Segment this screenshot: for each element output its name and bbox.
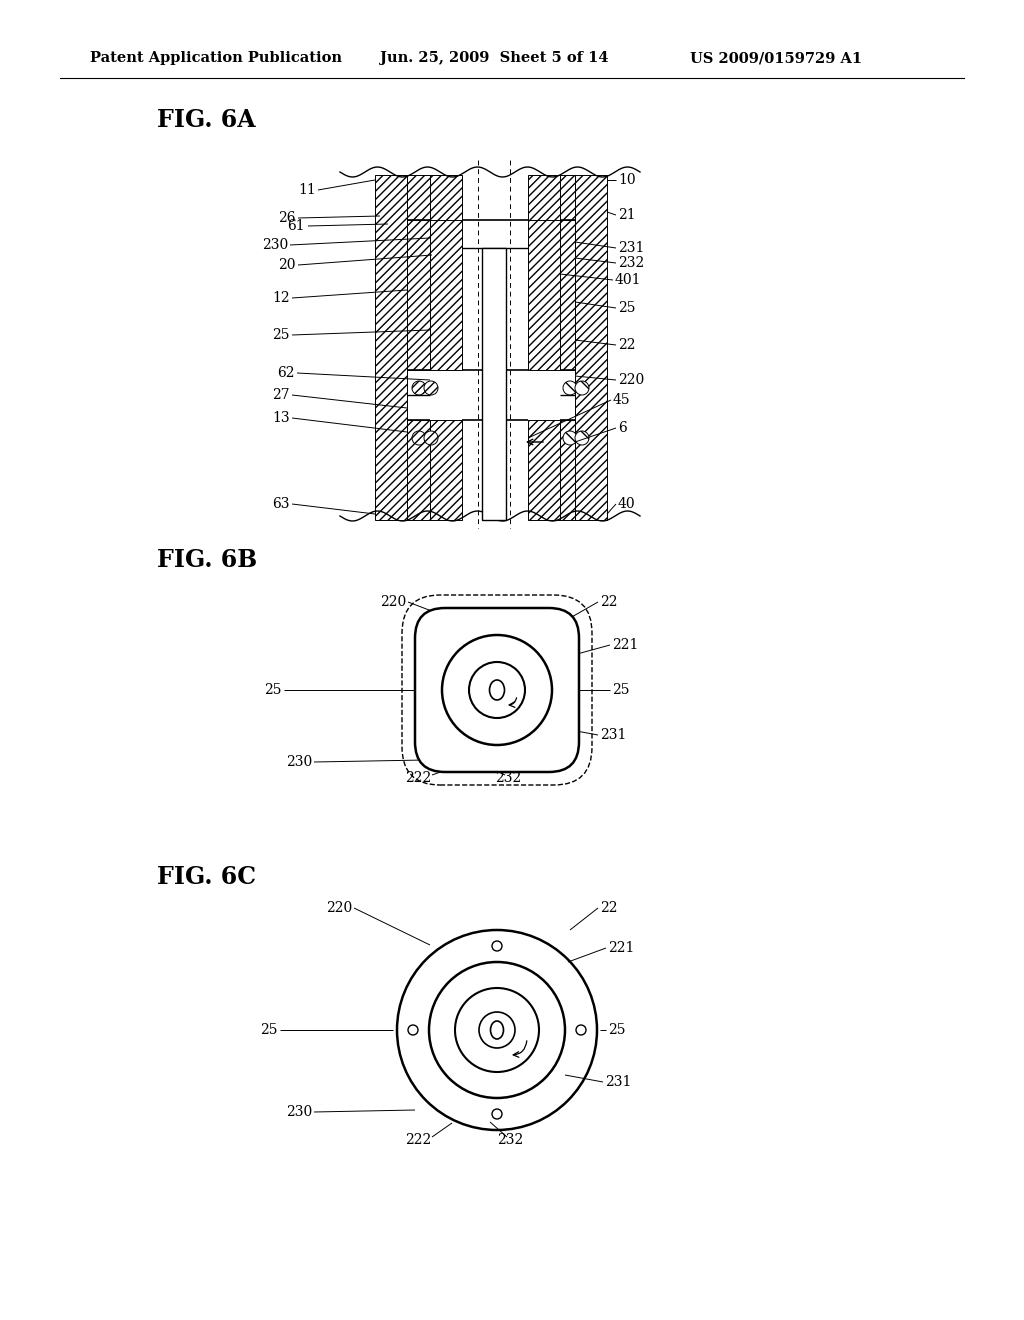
Text: 231: 231 [605,1074,632,1089]
Bar [560,220,575,370]
Bar [528,220,560,370]
Bar [430,220,462,370]
Text: Jun. 25, 2009  Sheet 5 of 14: Jun. 25, 2009 Sheet 5 of 14 [380,51,608,65]
Circle shape [424,432,438,445]
Bar [430,176,462,220]
Text: 12: 12 [272,290,290,305]
Bar [560,176,575,220]
Bar [430,420,462,520]
Text: 27: 27 [272,388,290,403]
Bar [528,420,560,520]
Circle shape [408,1026,418,1035]
Bar [407,176,430,220]
Text: 26: 26 [279,211,296,224]
Text: US 2009/0159729 A1: US 2009/0159729 A1 [690,51,862,65]
Circle shape [492,1109,502,1119]
Bar [407,220,430,370]
Text: 25: 25 [612,682,630,697]
Text: 61: 61 [288,219,305,234]
Text: 20: 20 [279,257,296,272]
Text: 6: 6 [618,421,627,436]
Text: 232: 232 [618,256,644,271]
Bar [375,176,407,520]
Text: 22: 22 [600,595,617,609]
Text: FIG. 6B: FIG. 6B [157,548,257,572]
Circle shape [575,1026,586,1035]
Circle shape [412,381,426,395]
Text: FIG. 6A: FIG. 6A [157,108,256,132]
Text: 231: 231 [600,729,627,742]
Text: 21: 21 [618,209,636,222]
Text: 22: 22 [600,902,617,915]
Bar [482,248,506,520]
Text: 232: 232 [495,771,521,785]
Text: 230: 230 [262,238,288,252]
Circle shape [489,437,499,447]
Circle shape [412,432,426,445]
Text: 22: 22 [618,338,636,352]
Bar [528,176,560,220]
Text: 25: 25 [260,1023,278,1038]
FancyBboxPatch shape [415,609,579,772]
Bar [407,420,430,520]
Text: 11: 11 [298,183,316,197]
Text: 40: 40 [618,498,636,511]
Text: 221: 221 [612,638,638,652]
Text: 222: 222 [404,771,431,785]
Text: 232: 232 [497,1133,523,1147]
Text: 25: 25 [272,327,290,342]
Text: 45: 45 [613,393,631,407]
Text: 62: 62 [278,366,295,380]
Text: FIG. 6C: FIG. 6C [157,865,256,888]
Circle shape [492,941,502,950]
Text: 401: 401 [615,273,641,286]
Text: 220: 220 [618,374,644,387]
Text: 25: 25 [608,1023,626,1038]
Circle shape [563,381,577,395]
Text: 13: 13 [272,411,290,425]
Text: 63: 63 [272,498,290,511]
Circle shape [424,381,438,395]
Text: 10: 10 [618,173,636,187]
Bar [560,420,575,520]
Text: 220: 220 [326,902,352,915]
Text: 25: 25 [264,682,282,697]
Circle shape [563,432,577,445]
Circle shape [575,381,589,395]
Text: 25: 25 [618,301,636,315]
Circle shape [575,432,589,445]
Text: 221: 221 [608,941,635,954]
Bar [575,176,607,520]
Text: 230: 230 [286,755,312,770]
Text: 230: 230 [286,1105,312,1119]
Text: 231: 231 [618,242,644,255]
Text: 222: 222 [404,1133,431,1147]
Text: Patent Application Publication: Patent Application Publication [90,51,342,65]
Text: 220: 220 [380,595,406,609]
